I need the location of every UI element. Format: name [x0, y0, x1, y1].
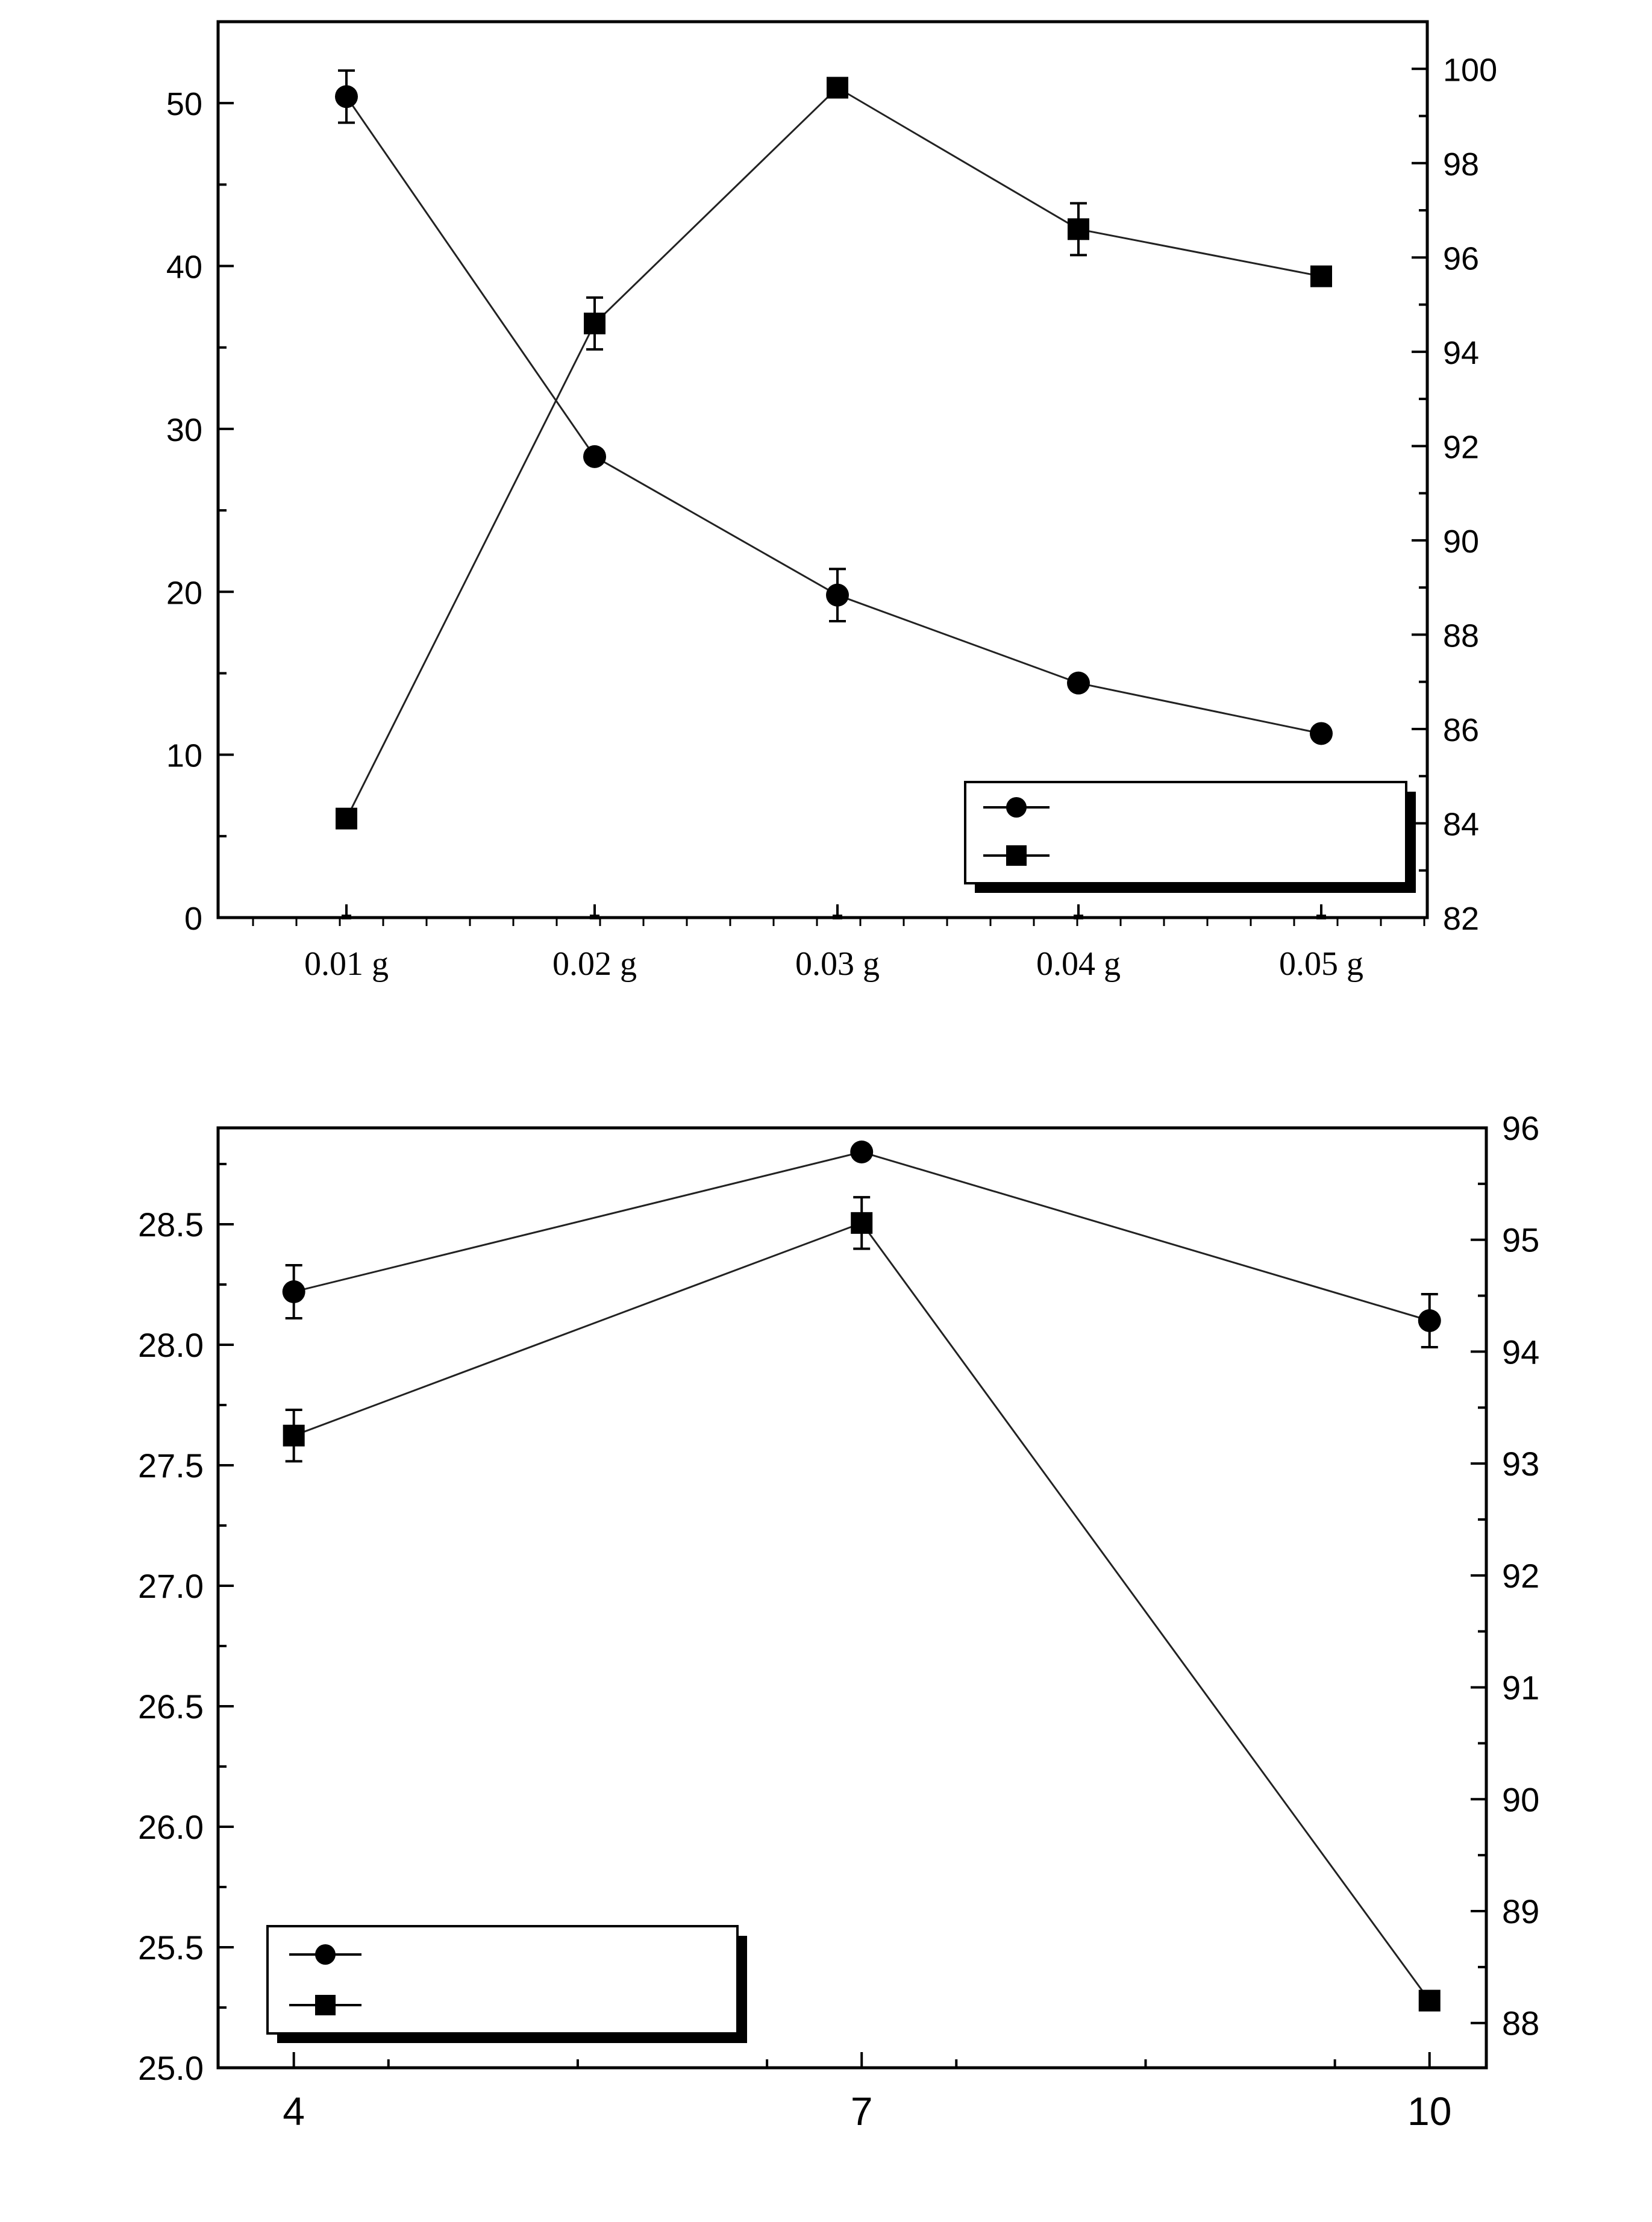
panel-a-series-line-1 — [345, 86, 1322, 819]
panel-a-markers — [335, 77, 1333, 830]
panel-b-series-lines — [293, 1151, 1430, 2001]
panel-a-x-tick-label: 0.05 g — [1279, 945, 1363, 983]
panel-b-right-tick-label: 94 — [1502, 1333, 1539, 1371]
panel-b-right-tick-label: 91 — [1502, 1669, 1539, 1707]
panel-a-series-line-0 — [345, 96, 1322, 734]
panel-a-left-tick-label: 50 — [166, 86, 202, 122]
panel-a-right-tick-label: 88 — [1443, 618, 1479, 654]
panel-b-left-tick-label: 25.5 — [138, 1929, 204, 1967]
panel-a-plot-frame — [216, 20, 1429, 919]
panel-b-left-tick-label: 28.0 — [138, 1326, 204, 1364]
panel-a-right-tick-label: 98 — [1443, 146, 1479, 183]
panel-a-legend-box — [964, 781, 1407, 884]
panel-a-point-removal — [1310, 265, 1332, 287]
panel-b-right-tick-label: 96 — [1502, 1109, 1539, 1147]
panel-b-x-tick-label: 4 — [283, 2089, 305, 2133]
panel-a-x-tick-label: 0.01 g — [304, 945, 389, 983]
panel-b-point-capacity — [1418, 1309, 1441, 1332]
panel-b-point-capacity — [850, 1141, 874, 1163]
panel-b-ph-chart: 25.0 25.5 26.0 26.5 27.0 27.5 28.0 28.5 88 89 90 9… — [138, 1109, 1539, 2133]
panel-b-left-tick-label: 28.5 — [138, 1206, 204, 1244]
panel-a-point-capacity — [1310, 722, 1333, 745]
panel-b-legend — [266, 1925, 747, 2043]
panel-a-legend-square-marker — [1006, 845, 1027, 866]
panel-b-legend-square-marker — [315, 1995, 336, 2015]
panel-b-series-line-1 — [293, 1222, 1430, 2001]
panel-b-right-tick-label: 92 — [1502, 1557, 1539, 1595]
panel-a-legend — [964, 781, 1416, 893]
panel-a-right-tick-label: 84 — [1443, 806, 1479, 842]
panel-b-markers — [282, 1141, 1441, 2012]
panel-b-point-removal — [283, 1424, 305, 1447]
panel-a-left-tick-label: 10 — [166, 738, 202, 774]
panel-a-right-tick-label: 92 — [1443, 429, 1479, 465]
panel-b-left-tick-label: 26.5 — [138, 1688, 204, 1726]
panel-b-x-tick-label: 10 — [1407, 2089, 1451, 2133]
panel-a-point-removal — [336, 807, 357, 830]
panel-a-mass-chart: 0 10 20 30 40 50 82 84 86 88 90 92 94 96 98 100 0.01 g… — [166, 20, 1497, 983]
panel-b-point-capacity — [282, 1280, 305, 1303]
panel-b-right-tick-label: 88 — [1502, 2004, 1539, 2042]
panel-b-right-axis-ticks: 88 89 90 91 92 93 94 95 96 — [1471, 1109, 1539, 2042]
panel-b-left-axis-ticks: 25.0 25.5 26.0 26.5 27.0 27.5 28.0 28.5 — [138, 1163, 234, 2087]
panel-a-point-removal — [584, 312, 605, 334]
panel-a-x-tick-label: 0.02 g — [552, 945, 637, 983]
panel-b-right-tick-label: 93 — [1502, 1445, 1539, 1483]
panel-a-point-removal — [827, 77, 848, 99]
panel-b-x-tick-label: 7 — [851, 2089, 873, 2133]
panel-b-legend-box — [266, 1925, 739, 2035]
panel-b-point-removal — [851, 1212, 873, 1234]
panel-a-error-bars — [338, 69, 1087, 622]
panel-a-series-lines — [345, 86, 1322, 819]
panel-b-left-tick-label: 26.0 — [138, 1808, 204, 1846]
panel-a-left-tick-label: 30 — [166, 412, 202, 448]
panel-a-left-tick-label: 40 — [166, 249, 202, 286]
panel-a-left-axis-ticks: 0 10 20 30 40 50 — [166, 86, 234, 937]
panel-a-right-tick-label: 90 — [1443, 524, 1479, 560]
panel-b-right-tick-label: 89 — [1502, 1892, 1539, 1930]
panel-b-x-axis-ticks: 4 7 10 — [283, 2052, 1451, 2133]
panel-a-legend-circle-marker — [1006, 797, 1027, 818]
panel-a-point-removal — [1068, 218, 1089, 240]
panel-b-legend-circle-marker — [315, 1944, 336, 1965]
panel-a-left-tick-label: 20 — [166, 575, 202, 611]
panel-a-right-tick-label: 86 — [1443, 712, 1479, 748]
panel-a-x-axis-ticks: 0.01 g 0.02 g 0.03 g 0.04 g 0.05 g — [252, 904, 1425, 983]
panel-a-left-tick-label: 0 — [184, 901, 202, 937]
panel-a-right-tick-label: 94 — [1443, 335, 1479, 371]
panel-a-x-tick-label: 0.04 g — [1036, 945, 1121, 983]
panel-b-plot-frame — [216, 1126, 1488, 2070]
panel-a-right-tick-label: 82 — [1443, 901, 1479, 937]
panel-b-error-bars — [285, 1196, 1438, 1463]
panel-b-right-tick-label: 95 — [1502, 1221, 1539, 1259]
panel-b-left-tick-label: 27.0 — [138, 1567, 204, 1605]
panel-b-right-tick-label: 90 — [1502, 1780, 1539, 1818]
panel-a-point-capacity — [1067, 671, 1090, 695]
panel-a-right-tick-label: 100 — [1443, 52, 1497, 88]
panel-a-point-capacity — [335, 85, 358, 108]
panel-b-point-removal — [1418, 1989, 1441, 2012]
panel-a-point-capacity — [826, 583, 849, 607]
panel-a-right-axis-ticks: 82 84 86 88 90 92 94 96 98 100 — [1412, 52, 1497, 937]
panel-a-point-capacity — [583, 445, 606, 468]
panel-a-x-tick-label: 0.03 g — [795, 945, 880, 983]
panel-a-right-tick-label: 96 — [1443, 240, 1479, 277]
panel-b-left-tick-label: 27.5 — [138, 1447, 204, 1485]
panel-b-left-tick-label: 25.0 — [138, 2049, 204, 2087]
